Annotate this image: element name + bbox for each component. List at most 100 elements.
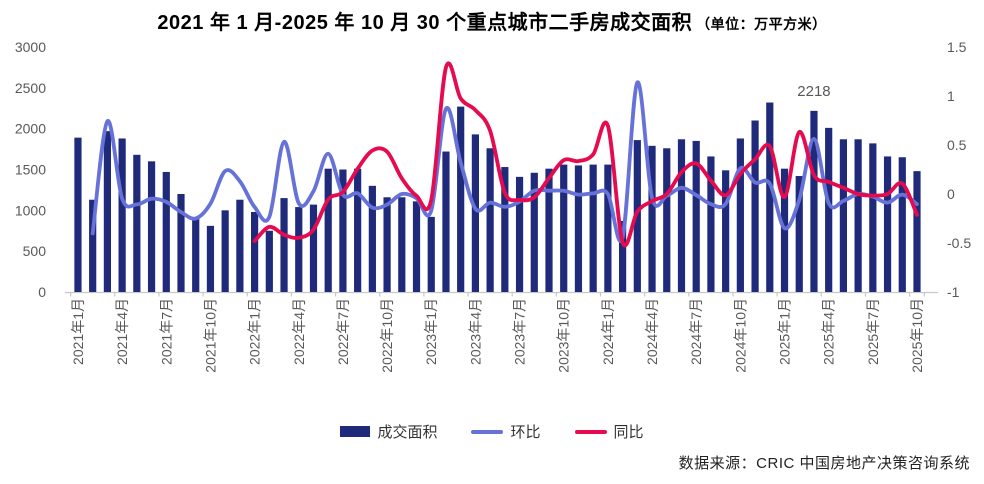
bar [324, 168, 332, 292]
bar [663, 148, 671, 292]
peak-annotation: 2218 [797, 83, 830, 100]
bar [913, 171, 921, 292]
bar [427, 216, 435, 292]
bar [398, 197, 406, 292]
x-tick-label: 2024年4月 [644, 298, 660, 365]
bar [825, 127, 833, 292]
bar [354, 168, 362, 292]
x-tick-label: 2023年1月 [423, 298, 439, 365]
bar [280, 198, 288, 292]
bar [736, 138, 744, 292]
chart-title-text: 2021 年 1 月-2025 年 10 月 30 个重点城市二手房成交面积 [157, 12, 693, 34]
legend-label-mom: 环比 [510, 424, 541, 441]
x-tick-label: 2022年10月 [379, 298, 395, 373]
bar [854, 139, 862, 292]
bar [339, 169, 347, 292]
x-tick-label: 2021年4月 [114, 298, 130, 365]
bar [530, 172, 538, 292]
legend-item-volume: 成交面积 [340, 421, 437, 442]
x-tick-label: 2024年7月 [688, 298, 704, 365]
bar [368, 185, 376, 292]
data-source: 数据来源：CRIC 中国房地产决策咨询系统 [678, 455, 970, 472]
bar [383, 197, 391, 292]
bar [545, 168, 553, 292]
chart-title-unit: （单位：万平方米） [696, 16, 827, 32]
x-tick-label: 2021年7月 [158, 298, 174, 365]
bar [780, 168, 789, 292]
x-tick-label: 2024年10月 [732, 298, 748, 373]
y-left-tick-label: 1500 [15, 162, 46, 178]
bar [501, 167, 509, 292]
bar [839, 139, 847, 292]
legend-label-volume: 成交面积 [377, 424, 438, 441]
y-right-tick-label: -1 [947, 284, 960, 300]
bar [722, 170, 730, 292]
bar [515, 176, 524, 292]
yoy-line-swatch [574, 429, 607, 434]
bar [251, 211, 259, 292]
yoy-line [252, 61, 919, 248]
bar [883, 156, 892, 292]
bar [442, 151, 450, 292]
bar [457, 106, 465, 293]
volume-bar-swatch [340, 426, 371, 437]
bar [103, 131, 111, 292]
x-tick-label: 2023年7月 [512, 298, 528, 365]
bar [795, 176, 803, 292]
y-right-tick-label: 1 [947, 88, 955, 104]
bar [898, 157, 906, 292]
x-tick-label: 2025年10月 [909, 298, 925, 373]
x-tick-label: 2022年7月 [335, 298, 351, 365]
bar [766, 102, 774, 292]
x-tick-label: 2023年10月 [556, 298, 572, 373]
x-tick-label: 2025年4月 [821, 298, 837, 365]
bar [192, 218, 200, 292]
bar [133, 154, 141, 292]
bar [560, 164, 568, 292]
x-tick-label: 2025年7月 [865, 298, 881, 365]
x-tick-label: 2023年4月 [467, 298, 483, 365]
mom-line-swatch [471, 429, 504, 434]
bar [118, 138, 126, 292]
y-axis-left-labels: 0 500 1000 1500 2000 2500 3000 [15, 39, 46, 300]
y-right-tick-label: 0 [947, 186, 955, 202]
x-axis-labels: 2021年1月 2021年4月 2021年7月 2021年10月 2022年1月 2022… [70, 298, 925, 373]
bar [471, 134, 479, 292]
mom-line [90, 80, 919, 243]
bar [677, 139, 686, 292]
y-left-tick-label: 500 [23, 243, 47, 259]
bar [412, 201, 421, 292]
bar [648, 145, 656, 292]
bar [604, 164, 612, 292]
bar [74, 137, 82, 292]
chart-title: 2021 年 1 月-2025 年 10 月 30 个重点城市二手房成交面积 （单… [0, 6, 984, 35]
y-left-tick-label: 1000 [15, 202, 46, 218]
legend-item-yoy: 同比 [574, 421, 644, 442]
y-left-tick-label: 2000 [15, 121, 46, 137]
x-tick-label: 2024年1月 [600, 298, 616, 365]
bar [692, 140, 700, 292]
legend-item-mom: 环比 [471, 421, 541, 442]
bar [589, 164, 597, 292]
bar [221, 210, 229, 292]
bar [89, 199, 97, 292]
x-tick-label: 2022年4月 [291, 298, 307, 365]
bar [707, 156, 715, 292]
y-right-tick-label: 0.5 [947, 137, 967, 153]
bar [177, 194, 185, 292]
bar [162, 171, 170, 292]
bar [619, 220, 627, 292]
combo-chart: 0 500 1000 1500 2000 2500 3000 -1 -0.5 0 0.5 1 1.5 20… [15, 39, 971, 373]
bar [206, 225, 215, 292]
bars-series [74, 102, 921, 293]
bar [751, 120, 759, 292]
bar [309, 204, 318, 292]
bar [147, 161, 156, 292]
y-right-tick-label: 1.5 [947, 39, 967, 55]
x-tick-label: 2022年1月 [247, 298, 263, 365]
bar [574, 165, 583, 292]
bar [869, 143, 877, 292]
bar [265, 230, 273, 292]
x-tick-label: 2021年1月 [70, 298, 86, 365]
